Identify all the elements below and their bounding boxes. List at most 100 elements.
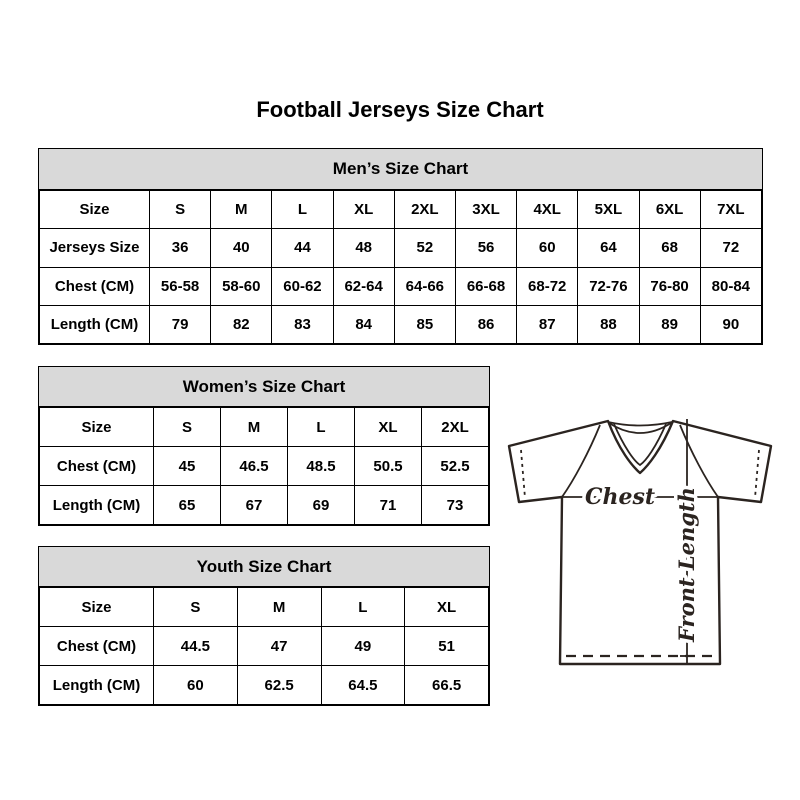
value-cell: 68: [638, 228, 701, 268]
table-row: Length (CM) 65 67 69 71 73: [39, 485, 489, 525]
value-cell: XL: [354, 407, 422, 447]
value-cell: 56-58: [148, 266, 212, 306]
youth-table-grid: Size S M L XL Chest (CM) 44.5 47 49 51 Length (CM)…: [39, 587, 489, 705]
womens-table-title: Women’s Size Chart: [39, 367, 489, 407]
value-cell: 52.5: [421, 446, 489, 486]
value-cell: 72-76: [577, 266, 640, 306]
value-cell: 68-72: [516, 266, 579, 306]
value-cell: 62.5: [236, 665, 322, 705]
value-cell: 84: [332, 304, 395, 345]
value-cell: M: [220, 407, 288, 447]
value-cell: 79: [148, 304, 212, 345]
womens-table-grid: Size S M L XL 2XL Chest (CM) 45 46.5 48.5 50.5 52.5…: [39, 407, 489, 525]
value-cell: 51: [404, 626, 489, 666]
mens-table-grid: Size S M L XL 2XL 3XL 4XL 5XL 6XL 7XL Jerseys Size 3…: [39, 189, 763, 345]
left-sleeve-seam: [561, 424, 601, 498]
row-label-cell: Size: [39, 587, 154, 627]
row-label-cell: Length (CM): [39, 665, 154, 705]
value-cell: 86: [454, 304, 518, 345]
youth-size-table: Youth Size Chart Size S M L XL Chest (CM) 44.5 4…: [38, 546, 490, 706]
table-row: Chest (CM) 44.5 47 49 51: [39, 626, 489, 666]
value-cell: 48.5: [287, 446, 355, 486]
table-row: Chest (CM) 45 46.5 48.5 50.5 52.5: [39, 446, 489, 486]
value-cell: 3XL: [454, 189, 518, 230]
value-cell: 56: [454, 228, 518, 268]
value-cell: 60: [153, 665, 238, 705]
mens-table-title: Men’s Size Chart: [39, 149, 762, 190]
value-cell: L: [287, 407, 355, 447]
value-cell: M: [210, 189, 273, 230]
value-cell: 44.5: [153, 626, 238, 666]
value-cell: 71: [354, 485, 422, 525]
table-row: Size S M L XL 2XL: [39, 407, 489, 447]
value-cell: 80-84: [699, 266, 763, 306]
row-label-cell: Chest (CM): [39, 266, 150, 306]
value-cell: 85: [393, 304, 456, 345]
value-cell: 52: [393, 228, 456, 268]
value-cell: 40: [210, 228, 273, 268]
row-label-cell: Length (CM): [39, 485, 154, 525]
page-title: Football Jerseys Size Chart: [256, 97, 544, 122]
jersey-outline: [507, 419, 773, 666]
value-cell: 64-66: [393, 266, 456, 306]
value-cell: 46.5: [220, 446, 288, 486]
value-cell: 6XL: [638, 189, 701, 230]
value-cell: 65: [153, 485, 221, 525]
front-length-label: Front Length: [674, 487, 699, 643]
row-label-cell: Jerseys Size: [39, 228, 150, 268]
value-cell: 64.5: [320, 665, 406, 705]
row-label-cell: Length (CM): [39, 304, 150, 345]
value-cell: 83: [271, 304, 334, 345]
value-cell: 4XL: [516, 189, 579, 230]
value-cell: 73: [421, 485, 489, 525]
womens-size-table: Women’s Size Chart Size S M L XL 2XL Chest (CM)…: [38, 366, 490, 526]
table-row: Length (CM) 79 82 83 84 85 86 87 88 89 90: [39, 304, 763, 345]
value-cell: 66-68: [454, 266, 518, 306]
value-cell: 66.5: [404, 665, 489, 705]
value-cell: XL: [404, 587, 489, 627]
value-cell: S: [153, 407, 221, 447]
value-cell: 45: [153, 446, 221, 486]
value-cell: 89: [638, 304, 701, 345]
table-row: Size S M L XL 2XL 3XL 4XL 5XL 6XL 7XL: [39, 189, 763, 230]
value-cell: 67: [220, 485, 288, 525]
row-label-cell: Chest (CM): [39, 626, 154, 666]
value-cell: 58-60: [210, 266, 273, 306]
value-cell: 62-64: [332, 266, 395, 306]
value-cell: 2XL: [393, 189, 456, 230]
value-cell: 60-62: [271, 266, 334, 306]
value-cell: S: [153, 587, 238, 627]
value-cell: 64: [577, 228, 640, 268]
value-cell: L: [320, 587, 406, 627]
row-label-cell: Chest (CM): [39, 446, 154, 486]
value-cell: 47: [236, 626, 322, 666]
value-cell: 7XL: [699, 189, 763, 230]
table-row: Length (CM) 60 62.5 64.5 66.5: [39, 665, 489, 705]
value-cell: 44: [271, 228, 334, 268]
collar-top-line: [607, 421, 673, 427]
value-cell: 5XL: [577, 189, 640, 230]
left-cuff-dashed-line: [520, 449, 526, 499]
table-row: Chest (CM) 56-58 58-60 60-62 62-64 64-66 66-68…: [39, 266, 763, 306]
value-cell: 49: [320, 626, 406, 666]
value-cell: 36: [148, 228, 212, 268]
collar-inner-v: [613, 423, 667, 467]
table-row: Jerseys Size 36 40 44 48 52 56 60 64 68 72: [39, 228, 763, 268]
value-cell: 2XL: [421, 407, 489, 447]
chest-label: Chest: [585, 484, 655, 510]
value-cell: 50.5: [354, 446, 422, 486]
right-cuff-dashed-line: [754, 449, 760, 499]
value-cell: S: [148, 189, 212, 230]
value-cell: M: [236, 587, 322, 627]
row-label-cell: Size: [39, 189, 150, 230]
value-cell: 88: [577, 304, 640, 345]
value-cell: 69: [287, 485, 355, 525]
value-cell: L: [271, 189, 334, 230]
value-cell: 82: [210, 304, 273, 345]
value-cell: 48: [332, 228, 395, 268]
jersey-measurement-diagram: Chest Front Length: [507, 419, 773, 666]
right-sleeve-seam: [679, 424, 719, 498]
table-row: Size S M L XL: [39, 587, 489, 627]
value-cell: 72: [699, 228, 763, 268]
